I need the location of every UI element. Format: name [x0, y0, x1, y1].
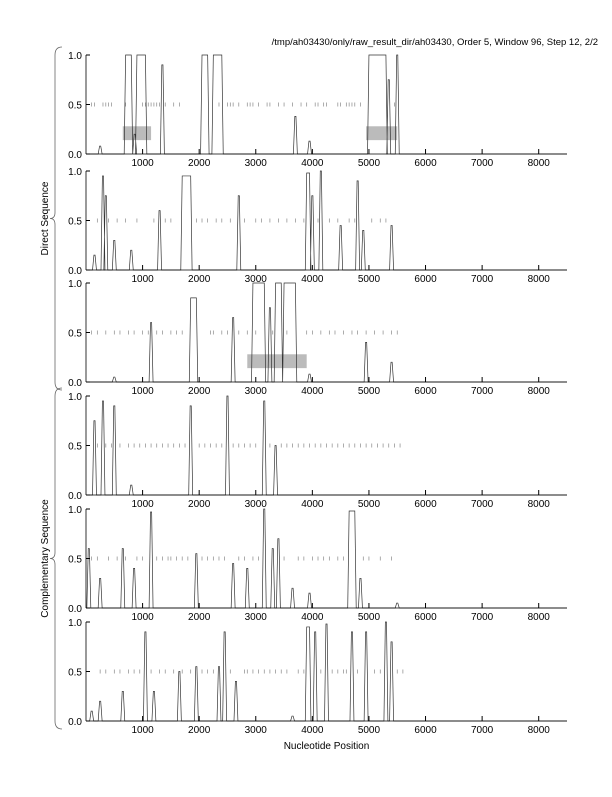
x-tick-label: 4000	[301, 274, 324, 285]
y-tick-label: 1.0	[68, 279, 82, 290]
x-tick-label: 4000	[301, 499, 324, 510]
x-tick-label: 3000	[245, 612, 268, 623]
panel-direct-frame-2: 0.0 0.5 1.0 1000 2000 3000 4000 5000 6000 7000 800…	[68, 167, 567, 285]
coding-potential-line	[86, 282, 567, 383]
panel-complementary-frame-2: 0.0 0.5 1.0 1000 2000 3000 4000 5000 6000 7000 800…	[68, 505, 567, 623]
coding-potential-line	[86, 621, 567, 722]
x-tick-label: 5000	[358, 386, 381, 397]
panel-direct-frame-3: 0.0 0.5 1.0 1000 2000 3000 4000 5000 6000 7000 800…	[68, 279, 567, 397]
x-tick-label: 4000	[301, 386, 324, 397]
x-tick-label: 3000	[245, 725, 268, 736]
chart-title: /tmp/ah03430/only/raw_result_dir/ah03430…	[271, 37, 598, 48]
group-label: Complementary Sequence	[40, 499, 51, 618]
x-tick-label: 1000	[131, 158, 154, 169]
x-tick-label: 1000	[131, 499, 154, 510]
coding-potential-line	[86, 508, 567, 609]
y-tick-label: 0.0	[68, 266, 82, 277]
x-tick-label: 2000	[188, 499, 211, 510]
x-tick-label: 6000	[414, 386, 437, 397]
coding-potential-line	[86, 170, 567, 271]
x-tick-label: 8000	[528, 386, 551, 397]
panel-complementary-frame-1: 0.0 0.5 1.0 1000 2000 3000 4000 5000 6000 7000 800…	[68, 392, 567, 510]
x-tick-label: 7000	[471, 725, 494, 736]
x-tick-label: 2000	[188, 274, 211, 285]
x-tick-label: 5000	[358, 725, 381, 736]
x-tick-label: 6000	[414, 499, 437, 510]
x-tick-label: 5000	[358, 158, 381, 169]
x-tick-label: 7000	[471, 612, 494, 623]
y-tick-label: 0.5	[68, 555, 82, 566]
group-brace	[49, 46, 63, 391]
x-tick-label: 7000	[471, 386, 494, 397]
x-tick-label: 5000	[358, 499, 381, 510]
x-tick-label: 8000	[528, 158, 551, 169]
x-tick-label: 8000	[528, 274, 551, 285]
x-tick-label: 1000	[131, 274, 154, 285]
group-label: Direct Sequence	[40, 181, 51, 255]
x-tick-label: 3000	[245, 158, 268, 169]
x-tick-label: 7000	[471, 499, 494, 510]
y-tick-label: 0.0	[68, 717, 82, 728]
x-tick-label: 6000	[414, 612, 437, 623]
x-tick-label: 7000	[471, 158, 494, 169]
x-tick-label: 1000	[131, 386, 154, 397]
x-tick-label: 5000	[358, 612, 381, 623]
y-tick-label: 1.0	[68, 392, 82, 403]
x-tick-label: 6000	[414, 725, 437, 736]
x-tick-label: 2000	[188, 386, 211, 397]
y-tick-label: 0.0	[68, 604, 82, 615]
gene-box	[366, 126, 398, 141]
x-tick-label: 7000	[471, 274, 494, 285]
panel-complementary-frame-3: 0.0 0.5 1.0 1000 2000 3000 4000 5000 6000 7000 800…	[68, 618, 567, 736]
x-tick-label: 4000	[301, 725, 324, 736]
panel-direct-frame-1: 0.0 0.5 1.0 1000 2000 3000 4000 5000 6000 7000 800…	[68, 51, 567, 169]
x-tick-label: 6000	[414, 158, 437, 169]
y-tick-label: 0.0	[68, 378, 82, 389]
x-tick-label: 5000	[358, 274, 381, 285]
x-tick-label: 4000	[301, 612, 324, 623]
x-tick-label: 6000	[414, 274, 437, 285]
y-tick-label: 1.0	[68, 505, 82, 516]
y-tick-label: 0.5	[68, 101, 82, 112]
x-tick-label: 2000	[188, 158, 211, 169]
x-axis-label: Nucleotide Position	[284, 741, 370, 752]
y-tick-label: 1.0	[68, 51, 82, 62]
y-tick-label: 0.0	[68, 491, 82, 502]
group-brace	[49, 387, 63, 730]
x-tick-label: 3000	[245, 274, 268, 285]
x-tick-label: 1000	[131, 612, 154, 623]
gene-box	[122, 126, 152, 141]
x-tick-label: 8000	[528, 499, 551, 510]
x-tick-label: 2000	[188, 725, 211, 736]
x-tick-label: 3000	[245, 386, 268, 397]
y-tick-label: 1.0	[68, 618, 82, 629]
y-tick-label: 0.0	[68, 150, 82, 161]
x-tick-label: 2000	[188, 612, 211, 623]
y-tick-label: 0.5	[68, 442, 82, 453]
y-tick-label: 0.5	[68, 217, 82, 228]
y-tick-label: 0.5	[68, 329, 82, 340]
gene-box	[247, 354, 307, 369]
x-tick-label: 3000	[245, 499, 268, 510]
x-tick-label: 4000	[301, 158, 324, 169]
x-tick-label: 1000	[131, 725, 154, 736]
x-tick-label: 8000	[528, 612, 551, 623]
x-tick-label: 8000	[528, 725, 551, 736]
y-tick-label: 1.0	[68, 167, 82, 178]
y-tick-label: 0.5	[68, 668, 82, 679]
